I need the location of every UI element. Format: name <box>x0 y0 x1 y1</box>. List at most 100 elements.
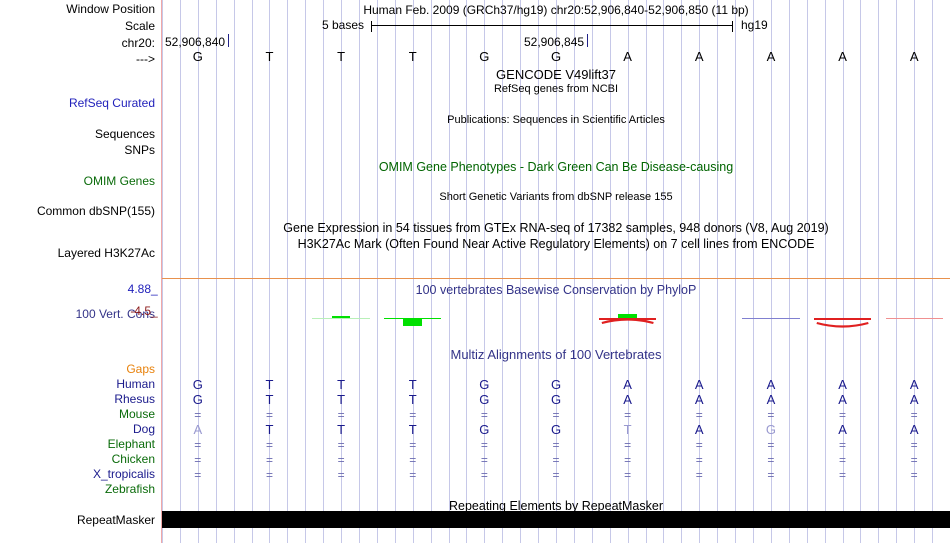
repeatmasker-bar[interactable] <box>162 511 950 528</box>
assembly-title: Human Feb. 2009 (GRCh37/hg19) chr20:52,9… <box>363 3 749 17</box>
label-chrom: chr20: <box>121 36 155 50</box>
sequence-base: A <box>766 49 776 64</box>
alignment-gap: = <box>767 453 775 467</box>
cons-baseline <box>742 318 800 319</box>
alignment-gap: = <box>552 438 560 452</box>
coord-mid-tick <box>587 34 588 47</box>
species-label-chicken[interactable]: Chicken <box>111 452 155 466</box>
sequence-base: A <box>838 49 847 64</box>
cons-max-value: 4.88 <box>127 282 151 296</box>
sequence-base: G <box>192 49 203 64</box>
label-sequences[interactable]: Sequences <box>94 127 155 141</box>
alignment-gap: = <box>337 468 345 482</box>
alignment-gap: = <box>910 438 918 452</box>
alignment-base: A <box>838 392 847 407</box>
alignment-base: G <box>765 422 776 437</box>
scale-bases-label: 5 bases <box>322 18 365 32</box>
species-label-elephant[interactable]: Elephant <box>107 437 155 451</box>
alignment-base: A <box>193 422 203 437</box>
label-refseq-curated[interactable]: RefSeq Curated <box>68 96 155 110</box>
alignment-base: T <box>408 392 417 407</box>
alignment-base: T <box>408 422 417 437</box>
alignment-gap: = <box>839 453 847 467</box>
alignment-base: G <box>479 392 490 407</box>
alignment-gap: = <box>337 408 345 422</box>
alignment-base: A <box>694 392 704 407</box>
alignment-base: G <box>550 392 562 407</box>
alignment-gap: = <box>480 468 488 482</box>
label-repeatmasker[interactable]: RepeatMasker <box>76 513 155 527</box>
label-gaps: Gaps <box>126 362 155 376</box>
alignment-base: T <box>623 422 632 437</box>
alignment-base: G <box>192 392 203 407</box>
alignment-gap: = <box>194 453 202 467</box>
label-layered-h3k27ac[interactable]: Layered H3K27Ac <box>57 246 155 260</box>
alignment-gap: = <box>337 453 345 467</box>
heading-h3k27ac: H3K27Ac Mark (Often Found Near Active Re… <box>297 237 815 251</box>
alignment-gap: = <box>695 468 703 482</box>
heading-refseq: RefSeq genes from NCBI <box>493 83 619 95</box>
alignment-base: A <box>694 377 704 392</box>
sequence-base: G <box>479 49 490 64</box>
alignment-gap: = <box>839 438 847 452</box>
alignment-base: A <box>623 377 632 392</box>
alignment-base: A <box>909 422 919 437</box>
alignment-gap: = <box>910 468 918 482</box>
alignment-base: T <box>337 392 346 407</box>
assembly-db-label: hg19 <box>741 18 768 32</box>
alignment-gap: = <box>265 408 273 422</box>
alignment-base: T <box>265 377 274 392</box>
label-scale: Scale <box>124 19 155 33</box>
track-label-gutter <box>0 0 161 543</box>
cons-max-tick: _ <box>151 282 158 296</box>
alignment-gap: = <box>552 468 560 482</box>
alignment-base: T <box>265 422 274 437</box>
alignment-base: A <box>838 377 847 392</box>
alignment-gap: = <box>767 438 775 452</box>
coord-mid: 52,906,845 <box>524 35 585 49</box>
cons-min-tick: _ <box>151 304 158 318</box>
label-snps[interactable]: SNPs <box>124 143 155 157</box>
cons-min-value: -4.5 <box>130 304 151 318</box>
alignment-gap: = <box>695 408 703 422</box>
species-label-human[interactable]: Human <box>116 377 155 391</box>
alignment-base: T <box>337 422 346 437</box>
label-omim-genes[interactable]: OMIM Genes <box>83 174 155 188</box>
alignment-base: A <box>623 392 632 407</box>
alignment-gap: = <box>409 438 417 452</box>
alignment-gap: = <box>409 408 417 422</box>
species-label-rhesus[interactable]: Rhesus <box>114 392 155 406</box>
alignment-base: A <box>909 392 919 407</box>
heading-multiz: Multiz Alignments of 100 Vertebrates <box>450 347 662 362</box>
alignment-gap: = <box>265 453 273 467</box>
species-label-zebrafish[interactable]: Zebrafish <box>104 482 155 496</box>
species-label-dog[interactable]: Dog <box>132 422 155 436</box>
alignment-base: T <box>265 392 274 407</box>
label-common-dbsnp[interactable]: Common dbSNP(155) <box>36 204 155 218</box>
alignment-gap: = <box>767 468 775 482</box>
alignment-gap: = <box>409 468 417 482</box>
alignment-gap: = <box>552 453 560 467</box>
alignment-base: A <box>766 377 776 392</box>
heading-phylop: 100 vertebrates Basewise Conservation by… <box>415 283 697 297</box>
species-label-x_tropicalis[interactable]: X_tropicalis <box>92 467 155 481</box>
cons-baseline <box>312 318 370 319</box>
scale-tick-right <box>732 21 733 32</box>
label-window-position: Window Position <box>66 2 155 16</box>
sequence-base: A <box>694 49 704 64</box>
heading-dbsnp: Short Genetic Variants from dbSNP releas… <box>439 191 673 203</box>
alignment-base: T <box>337 377 346 392</box>
alignment-gap: = <box>552 408 560 422</box>
alignment-base: G <box>550 377 562 392</box>
cons-baseline <box>885 318 943 319</box>
heading-publications: Publications: Sequences in Scientific Ar… <box>447 114 665 126</box>
alignment-base: G <box>479 377 490 392</box>
label-100-vert-cons[interactable]: 100 Vert. Cons <box>75 307 155 321</box>
alignment-gap: = <box>480 453 488 467</box>
alignment-base: A <box>766 392 776 407</box>
alignment-gap: = <box>695 438 703 452</box>
alignment-gap: = <box>624 438 632 452</box>
alignment-gap: = <box>624 408 632 422</box>
alignment-base: G <box>479 422 490 437</box>
species-label-mouse[interactable]: Mouse <box>118 407 155 421</box>
